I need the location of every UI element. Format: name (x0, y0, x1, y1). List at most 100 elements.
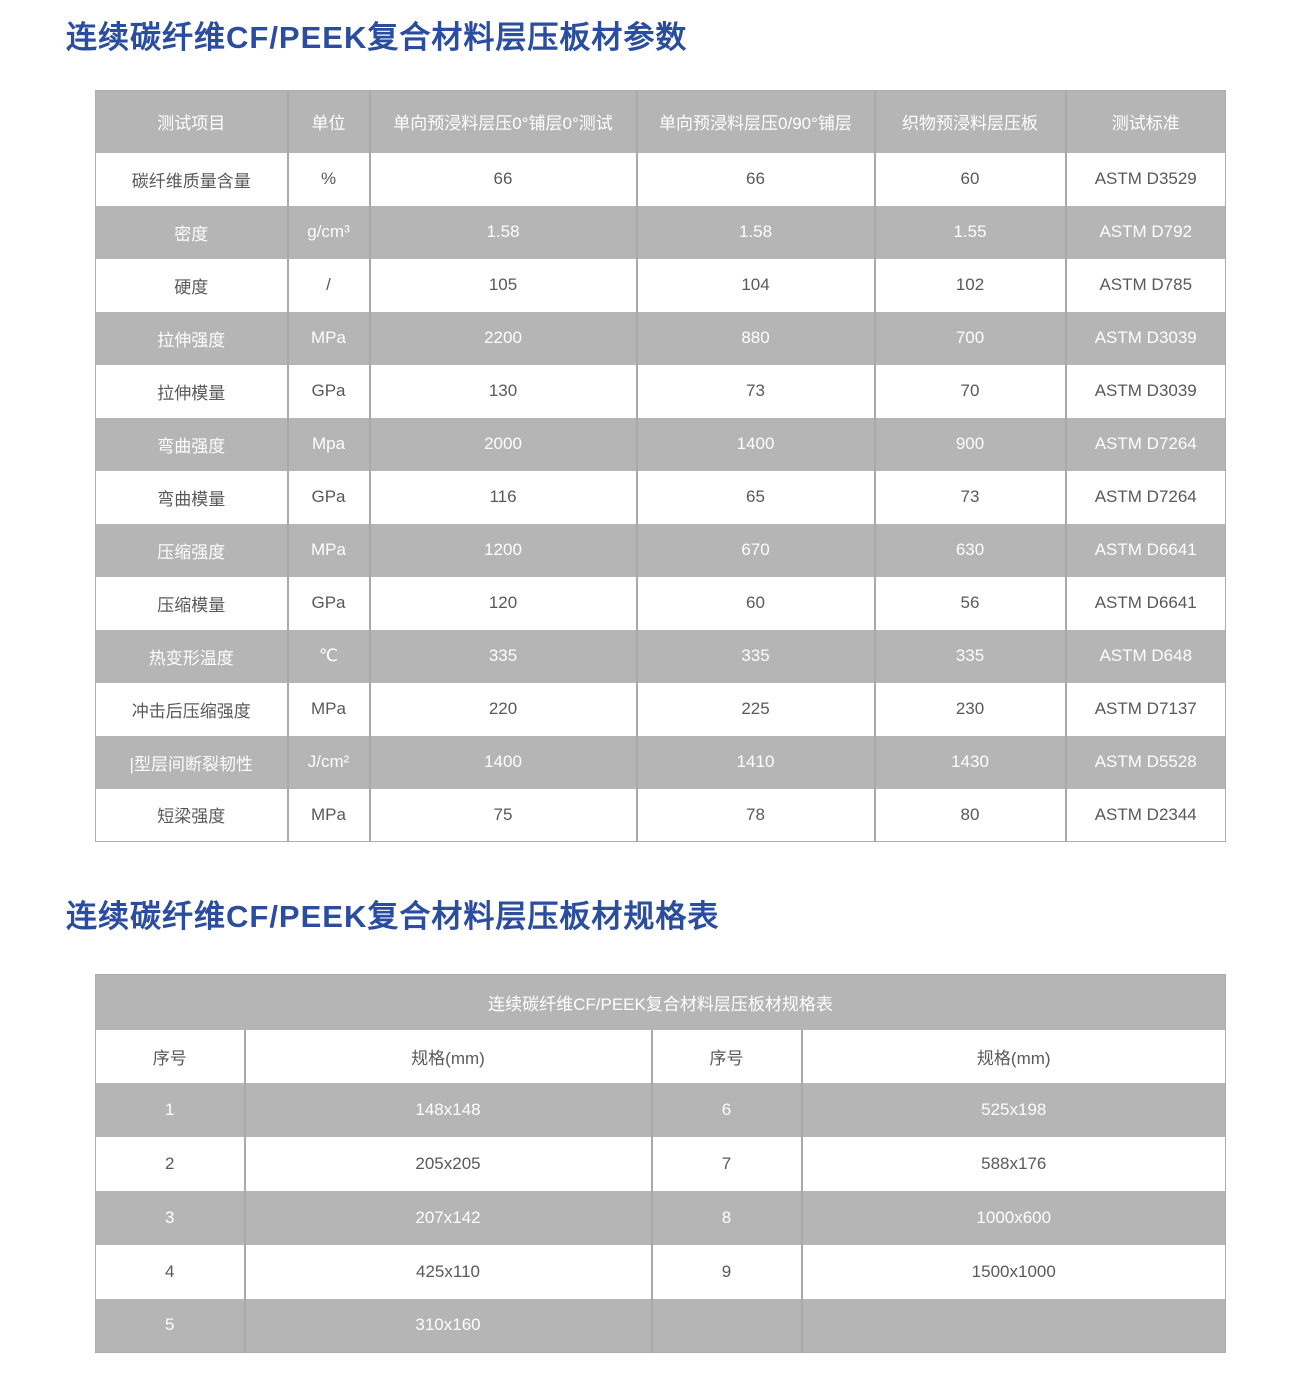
parameters-cell: GPa (287, 470, 371, 524)
parameters-cell: 弯曲强度 (95, 417, 289, 471)
parameters-cell: 短梁强度 (95, 788, 289, 842)
parameters-cell: 1200 (369, 523, 638, 577)
sizes-cell: 2 (95, 1136, 246, 1191)
parameters-cell: ASTM D3039 (1065, 364, 1226, 418)
parameters-cell: 碳纤维质量含量 (95, 152, 289, 206)
parameters-row: 冲击后压缩强度 MPa 220 225 230 ASTM D7137 (95, 682, 1226, 736)
sizes-cell: 6 (651, 1082, 803, 1137)
parameters-cell: 密度 (95, 205, 289, 259)
parameters-cell: 104 (636, 258, 876, 312)
parameters-cell: 70 (874, 364, 1067, 418)
parameters-cell: ASTM D5528 (1065, 735, 1226, 789)
parameters-cell: g/cm³ (287, 205, 371, 259)
parameters-cell: 1410 (636, 735, 876, 789)
parameters-cell: 1400 (636, 417, 876, 471)
parameters-cell: 56 (874, 576, 1067, 630)
parameters-cell: 压缩模量 (95, 576, 289, 630)
sizes-cell: 8 (651, 1190, 803, 1245)
parameters-cell: 670 (636, 523, 876, 577)
parameters-cell: ASTM D7264 (1065, 470, 1226, 524)
sizes-cell: 7 (651, 1136, 803, 1191)
parameters-cell: 335 (874, 629, 1067, 683)
sizes-cell: 205x205 (244, 1136, 653, 1191)
parameters-cell: 60 (636, 576, 876, 630)
sizes-cell: 525x198 (801, 1082, 1226, 1137)
parameters-header-cell: 单位 (287, 90, 371, 153)
parameters-cell: ASTM D3039 (1065, 311, 1226, 365)
sizes-cell (651, 1298, 803, 1353)
parameters-cell: MPa (287, 788, 371, 842)
parameters-cell: ASTM D792 (1065, 205, 1226, 259)
parameters-cell: 78 (636, 788, 876, 842)
parameters-cell: 335 (369, 629, 638, 683)
sizes-row: 3 207x142 8 1000x600 (95, 1190, 1226, 1245)
parameters-cell: 热变形温度 (95, 629, 289, 683)
parameters-cell: 1.55 (874, 205, 1067, 259)
section1-title: 连续碳纤维CF/PEEK复合材料层压板材参数 (66, 20, 688, 55)
parameters-row: 压缩强度 MPa 1200 670 630 ASTM D6641 (95, 523, 1226, 577)
parameters-cell: J/cm² (287, 735, 371, 789)
parameters-cell: 225 (636, 682, 876, 736)
parameters-row: 热变形温度 ℃ 335 335 335 ASTM D648 (95, 629, 1226, 683)
parameters-cell: 220 (369, 682, 638, 736)
parameters-cell: MPa (287, 682, 371, 736)
sizes-cell: 4 (95, 1244, 246, 1299)
parameters-cell: 硬度 (95, 258, 289, 312)
parameters-header-cell: 测试标准 (1065, 90, 1226, 153)
parameters-row: 弯曲强度 Mpa 2000 1400 900 ASTM D7264 (95, 417, 1226, 471)
parameters-table: 测试项目 单位 单向预浸料层压0°铺层0°测试 单向预浸料层压0/90°铺层 织物预浸料… (95, 90, 1226, 842)
parameters-cell: 900 (874, 417, 1067, 471)
parameters-header-cell: 测试项目 (95, 90, 289, 153)
parameters-cell: 116 (369, 470, 638, 524)
sizes-table: 连续碳纤维CF/PEEK复合材料层压板材规格表 序号 规格(mm) 序号 规格(mm)… (95, 974, 1226, 1353)
sizes-cell: 588x176 (801, 1136, 1226, 1191)
parameters-cell: 335 (636, 629, 876, 683)
parameters-cell: 弯曲模量 (95, 470, 289, 524)
sizes-table-header-row: 序号 规格(mm) 序号 规格(mm) (95, 1029, 1226, 1083)
parameters-cell: 66 (636, 152, 876, 206)
parameters-cell: 压缩强度 (95, 523, 289, 577)
sizes-cell (801, 1298, 1226, 1353)
parameters-cell: / (287, 258, 371, 312)
parameters-row: |型层间断裂韧性 J/cm² 1400 1410 1430 ASTM D5528 (95, 735, 1226, 789)
parameters-cell: 65 (636, 470, 876, 524)
parameters-table-header-row: 测试项目 单位 单向预浸料层压0°铺层0°测试 单向预浸料层压0/90°铺层 织物预浸料… (95, 90, 1226, 153)
sizes-cell: 310x160 (244, 1298, 653, 1353)
parameters-cell: ASTM D2344 (1065, 788, 1226, 842)
parameters-header-cell: 织物预浸料层压板 (874, 90, 1067, 153)
sizes-header-cell: 规格(mm) (244, 1029, 653, 1083)
sizes-cell: 425x110 (244, 1244, 653, 1299)
parameters-cell: MPa (287, 523, 371, 577)
parameters-header-cell: 单向预浸料层压0°铺层0°测试 (369, 90, 638, 153)
sizes-row: 1 148x148 6 525x198 (95, 1082, 1226, 1137)
parameters-cell: MPa (287, 311, 371, 365)
parameters-cell: 1.58 (636, 205, 876, 259)
parameters-row: 拉伸模量 GPa 130 73 70 ASTM D3039 (95, 364, 1226, 418)
parameters-cell: 880 (636, 311, 876, 365)
parameters-table-body: 碳纤维质量含量% 66 66 60 ASTM D3529 密度 g/cm³ 1.58 1.58 1… (95, 152, 1226, 842)
parameters-cell: ASTM D7264 (1065, 417, 1226, 471)
parameters-row: 压缩模量 GPa 120 60 56 ASTM D6641 (95, 576, 1226, 630)
parameters-cell: ASTM D648 (1065, 629, 1226, 683)
parameters-row: 拉伸强度 MPa 2200 880 700 ASTM D3039 (95, 311, 1226, 365)
parameters-cell: 1.58 (369, 205, 638, 259)
sizes-table-body: 1 148x148 6 525x198 2 205x205 7 588x176 3 207x142… (95, 1082, 1226, 1353)
parameters-cell: ASTM D785 (1065, 258, 1226, 312)
parameters-cell: Mpa (287, 417, 371, 471)
sizes-row: 5 310x160 (95, 1298, 1226, 1353)
sizes-cell: 207x142 (244, 1190, 653, 1245)
sizes-row: 2 205x205 7 588x176 (95, 1136, 1226, 1191)
parameters-cell: 2000 (369, 417, 638, 471)
sizes-cell: 1000x600 (801, 1190, 1226, 1245)
parameters-cell: 230 (874, 682, 1067, 736)
sizes-header-cell: 序号 (651, 1029, 803, 1083)
sizes-cell: 3 (95, 1190, 246, 1245)
parameters-row: 硬度/105 104 102 ASTM D785 (95, 258, 1226, 312)
parameters-cell: 1430 (874, 735, 1067, 789)
parameters-cell: ASTM D3529 (1065, 152, 1226, 206)
parameters-cell: 130 (369, 364, 638, 418)
parameters-row: 短梁强度 MPa 75 78 80 ASTM D2344 (95, 788, 1226, 842)
parameters-cell: ASTM D7137 (1065, 682, 1226, 736)
parameters-cell: 73 (874, 470, 1067, 524)
